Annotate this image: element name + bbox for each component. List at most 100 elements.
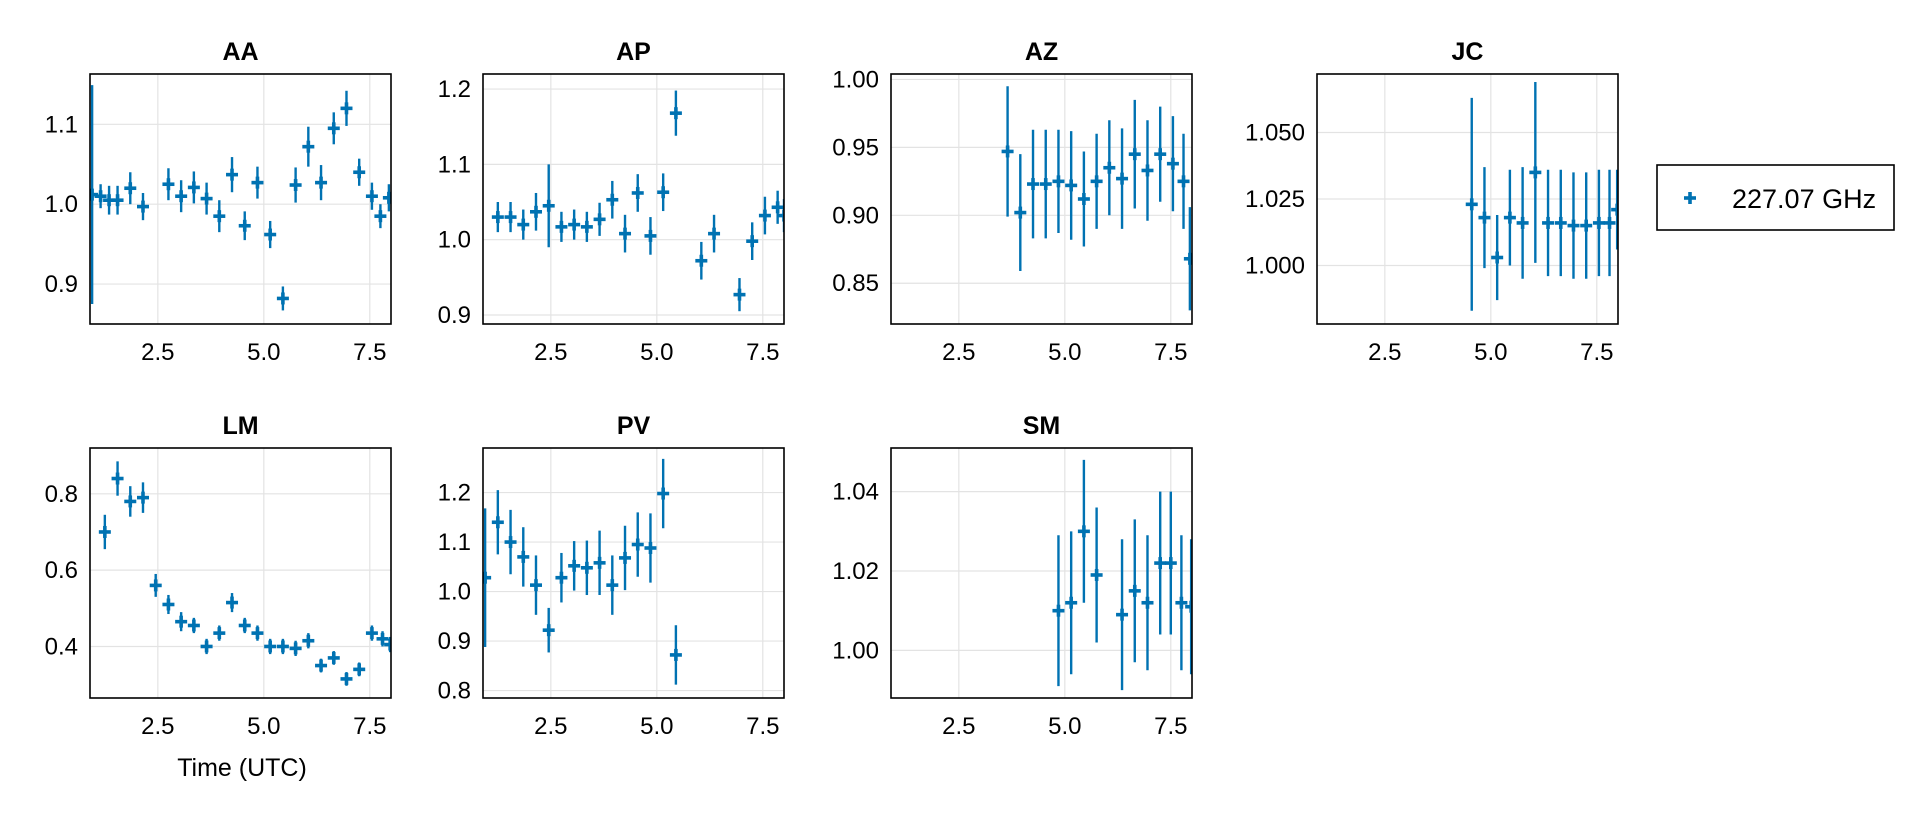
panel-jc: 2.5 5.0 7.5 1.000 1.025 1.050 JC bbox=[1245, 38, 1619, 366]
data-point bbox=[111, 472, 124, 485]
panels: 2.5 5.0 7.5 0.9 1.0 1.1 AA 2.5 5.0 7.5 0.9 1.0 1.1 1.… bbox=[45, 38, 1619, 740]
data-point bbox=[1185, 600, 1192, 613]
y-tick-label: 0.95 bbox=[832, 134, 879, 161]
y-tick-label: 0.8 bbox=[438, 678, 471, 705]
data-point bbox=[315, 659, 328, 672]
data-point bbox=[365, 190, 378, 203]
data-point bbox=[483, 571, 492, 584]
y-tick-label: 0.90 bbox=[832, 202, 879, 229]
data-point bbox=[124, 182, 137, 195]
data-point bbox=[162, 598, 175, 611]
axes-frame bbox=[890, 73, 1193, 325]
data-point bbox=[1580, 219, 1593, 232]
data-point bbox=[111, 194, 124, 207]
data-points bbox=[1052, 459, 1192, 691]
data-point bbox=[1014, 206, 1027, 219]
data-point bbox=[1052, 604, 1065, 617]
x-tick-label: 7.5 bbox=[1154, 713, 1187, 740]
data-point bbox=[580, 561, 593, 574]
y-tick-label: 0.85 bbox=[832, 270, 879, 297]
data-point bbox=[657, 186, 670, 199]
y-tick-label: 1.0 bbox=[45, 191, 78, 218]
y-tick-label: 1.00 bbox=[832, 637, 879, 664]
data-point bbox=[365, 627, 378, 640]
x-tick-label: 5.0 bbox=[1048, 339, 1081, 366]
y-tick-label: 0.9 bbox=[438, 302, 471, 329]
data-point bbox=[175, 615, 188, 628]
data-point bbox=[353, 166, 366, 179]
data-point bbox=[382, 191, 391, 204]
data-point bbox=[327, 122, 340, 135]
data-point bbox=[1491, 251, 1504, 264]
legend: 227.07 GHz bbox=[1656, 164, 1895, 231]
data-point bbox=[619, 227, 632, 240]
y-tick-label: 1.025 bbox=[1245, 186, 1305, 213]
x-tick-label: 5.0 bbox=[247, 713, 280, 740]
x-tick-label: 2.5 bbox=[141, 713, 174, 740]
axes-frame bbox=[89, 73, 392, 325]
data-point bbox=[264, 228, 277, 241]
data-point bbox=[187, 619, 200, 632]
data-point bbox=[327, 651, 340, 664]
y-tick-label: 1.04 bbox=[832, 479, 879, 506]
axes-frame bbox=[89, 447, 392, 699]
panel-title: LM bbox=[222, 412, 258, 440]
data-point bbox=[631, 186, 644, 199]
data-point bbox=[733, 288, 746, 301]
data-point bbox=[289, 179, 302, 192]
data-point bbox=[175, 190, 188, 203]
data-point bbox=[1128, 584, 1141, 597]
data-point bbox=[644, 229, 657, 242]
data-point bbox=[1516, 216, 1529, 229]
data-point bbox=[98, 525, 111, 538]
y-tick-label: 1.000 bbox=[1245, 252, 1305, 279]
y-tick-label: 1.1 bbox=[45, 111, 78, 138]
data-point bbox=[1052, 175, 1065, 188]
data-point bbox=[200, 192, 213, 205]
data-point bbox=[340, 672, 353, 685]
data-point bbox=[1154, 148, 1167, 161]
x-tick-label: 7.5 bbox=[746, 713, 779, 740]
data-point bbox=[1177, 175, 1190, 188]
x-tick-label: 7.5 bbox=[1580, 339, 1613, 366]
data-point bbox=[1128, 148, 1141, 161]
data-point bbox=[276, 640, 289, 653]
x-tick-label: 7.5 bbox=[746, 339, 779, 366]
data-point bbox=[226, 168, 239, 181]
x-tick-label: 5.0 bbox=[1474, 339, 1507, 366]
x-tick-label: 2.5 bbox=[141, 339, 174, 366]
data-point bbox=[136, 200, 149, 213]
data-point bbox=[376, 632, 389, 645]
data-point bbox=[644, 542, 657, 554]
data-point bbox=[606, 193, 619, 206]
y-tick-label: 0.9 bbox=[438, 628, 471, 655]
data-point bbox=[491, 516, 504, 529]
data-point bbox=[1164, 557, 1177, 570]
data-point bbox=[1027, 178, 1040, 191]
panel-az: 2.5 5.0 7.5 0.85 0.90 0.95 1.00 AZ bbox=[832, 38, 1193, 366]
data-point bbox=[1554, 216, 1567, 229]
data-point bbox=[657, 487, 670, 500]
data-point bbox=[1077, 525, 1090, 538]
data-point bbox=[264, 640, 277, 653]
data-point bbox=[1090, 568, 1103, 581]
y-tick-label: 0.8 bbox=[45, 481, 78, 508]
panel-sm: 2.5 5.0 7.5 1.00 1.02 1.04 SM bbox=[832, 412, 1193, 740]
data-point bbox=[1154, 557, 1167, 570]
data-point bbox=[1103, 161, 1116, 174]
data-point bbox=[213, 210, 226, 223]
panel-aa: 2.5 5.0 7.5 0.9 1.0 1.1 AA bbox=[45, 38, 392, 366]
data-point bbox=[1567, 219, 1580, 232]
data-point bbox=[1039, 178, 1052, 191]
data-point bbox=[529, 579, 542, 592]
y-tick-label: 1.0 bbox=[438, 227, 471, 254]
x-tick-label: 2.5 bbox=[534, 339, 567, 366]
x-tick-label: 7.5 bbox=[1154, 339, 1187, 366]
data-point bbox=[580, 220, 593, 233]
data-point bbox=[1116, 608, 1129, 621]
y-tick-label: 1.2 bbox=[438, 76, 471, 103]
data-point bbox=[771, 201, 784, 214]
panel-title: AZ bbox=[1025, 38, 1058, 66]
data-point bbox=[1141, 164, 1154, 177]
